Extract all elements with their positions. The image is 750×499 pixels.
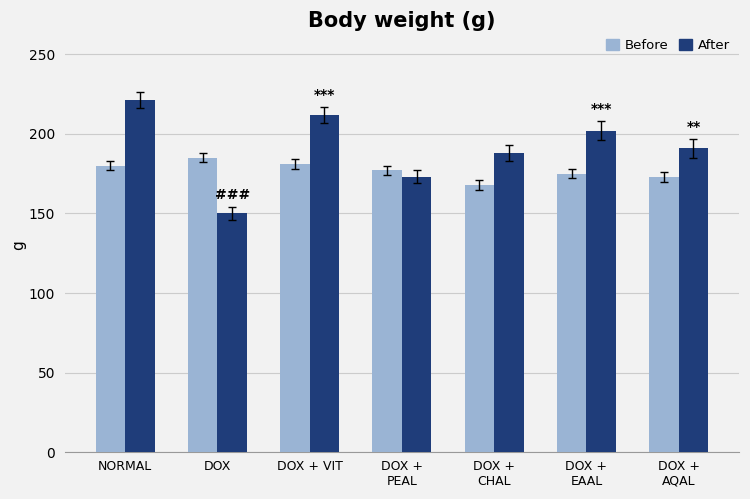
Y-axis label: g: g bbox=[11, 241, 26, 250]
Text: ###: ### bbox=[214, 188, 250, 202]
Bar bbox=[679, 148, 708, 452]
Bar bbox=[95, 166, 125, 452]
Bar bbox=[125, 100, 154, 452]
Text: **: ** bbox=[686, 120, 700, 134]
Legend: Before, After: Before, After bbox=[604, 36, 732, 55]
Bar bbox=[310, 115, 339, 452]
Bar bbox=[280, 164, 310, 452]
Bar bbox=[402, 177, 431, 452]
Text: ***: *** bbox=[590, 102, 612, 116]
Bar bbox=[586, 131, 616, 452]
Bar bbox=[494, 153, 524, 452]
Bar bbox=[217, 214, 247, 452]
Text: ***: *** bbox=[314, 88, 335, 102]
Bar bbox=[557, 174, 586, 452]
Bar bbox=[650, 177, 679, 452]
Bar bbox=[188, 158, 218, 452]
Title: Body weight (g): Body weight (g) bbox=[308, 11, 496, 31]
Bar bbox=[465, 185, 494, 452]
Bar bbox=[373, 170, 402, 452]
